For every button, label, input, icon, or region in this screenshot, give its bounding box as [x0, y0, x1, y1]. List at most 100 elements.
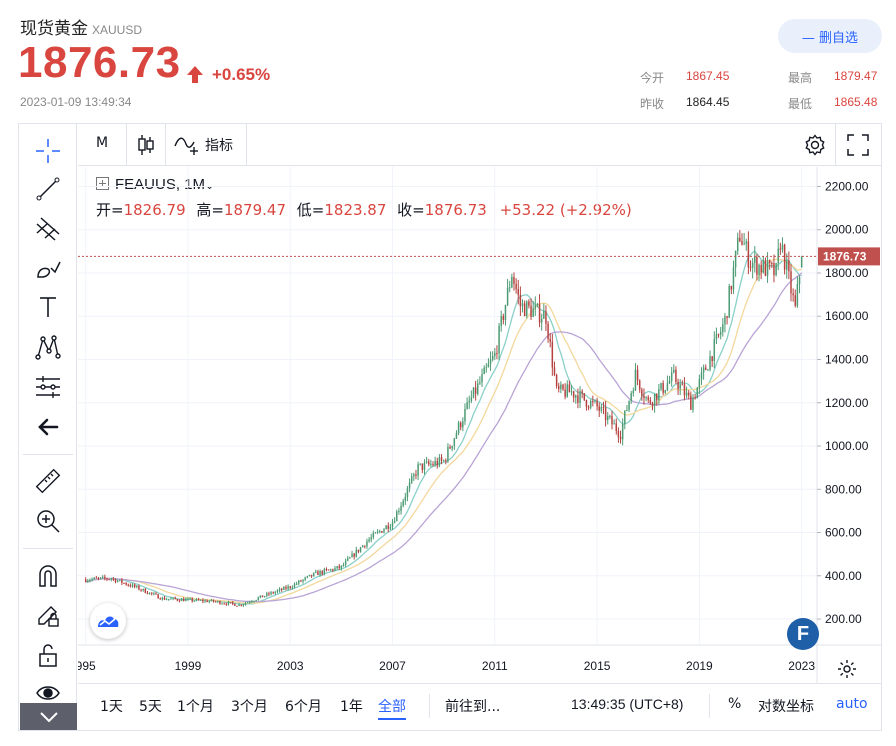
candle-body	[683, 384, 686, 396]
candle-body	[336, 566, 338, 569]
candle-body	[417, 464, 419, 476]
candle-body	[87, 580, 89, 582]
eye-icon[interactable]	[19, 676, 76, 710]
range-5d[interactable]: 5天	[139, 699, 162, 715]
candle-body	[157, 594, 159, 599]
candle-body	[410, 476, 413, 483]
candle-body	[730, 285, 733, 290]
candle-body	[594, 400, 596, 402]
candle-body	[777, 248, 779, 264]
candle-body	[709, 356, 711, 370]
back-arrow-icon[interactable]	[19, 410, 76, 444]
price-tick-label: 400.00	[825, 569, 862, 583]
price-axis[interactable]: 200.00 400.00 600.00 800.00 1000.00 1200.00 14…	[816, 167, 869, 683]
interval-selector[interactable]: M	[96, 135, 109, 151]
lock-draw-icon[interactable]	[19, 598, 76, 632]
goto-button[interactable]: 前往到...	[445, 699, 501, 715]
candle-body	[285, 586, 287, 589]
price-tick-label: 1800.00	[825, 266, 869, 280]
candle-body	[110, 578, 112, 580]
candle-body	[653, 393, 656, 406]
last-price-tag-label: 1876.73	[823, 249, 867, 263]
range-1d[interactable]: 1天	[100, 699, 123, 715]
candle-body	[715, 334, 718, 340]
ruler-icon[interactable]	[19, 464, 76, 498]
candle-body	[519, 294, 522, 307]
candle-body	[643, 395, 645, 399]
candle-body	[306, 576, 309, 578]
candle-body	[664, 390, 667, 393]
log-scale-toggle[interactable]: 对数坐标	[758, 699, 814, 715]
price-tick-label: 1400.00	[825, 352, 869, 366]
range-1m[interactable]: 1个月	[177, 699, 214, 715]
candle-body	[690, 395, 692, 410]
fib-icon[interactable]	[19, 212, 76, 246]
candle-body	[191, 598, 193, 602]
candle-body	[438, 457, 441, 466]
candle-body	[564, 389, 566, 397]
settings-gear-icon[interactable]	[804, 134, 826, 156]
candle-body	[123, 582, 125, 584]
text-icon[interactable]	[19, 290, 76, 324]
candle-body	[717, 334, 720, 336]
trend-line-icon[interactable]	[19, 172, 76, 206]
magnet-icon[interactable]	[19, 558, 76, 592]
clock[interactable]: 13:49:35 (UTC+8)	[571, 696, 684, 712]
candle-body	[389, 526, 392, 529]
candle-body	[131, 584, 134, 587]
candle-body	[543, 311, 545, 319]
candle-body	[506, 287, 509, 306]
chart-top-toolbar: M 指标	[78, 124, 881, 166]
candle-body	[666, 383, 669, 391]
collapse-icon[interactable]	[20, 703, 77, 730]
price-tick-label: 2200.00	[825, 179, 869, 193]
brush-icon[interactable]	[19, 252, 76, 286]
range-6m[interactable]: 6个月	[285, 699, 322, 715]
indicators-icon[interactable]	[174, 134, 200, 156]
candle-body	[743, 243, 745, 245]
candle-body	[500, 316, 502, 326]
candle-body	[95, 577, 98, 579]
range-all[interactable]: 全部	[378, 696, 406, 720]
unlock-icon[interactable]	[19, 638, 76, 672]
tradingview-logo-icon[interactable]	[90, 603, 126, 639]
legend-high: 1879.47	[223, 201, 286, 219]
legend-open: 1826.79	[123, 201, 186, 219]
candles-icon[interactable]	[136, 134, 156, 156]
range-1y[interactable]: 1年	[340, 699, 363, 715]
fullscreen-icon[interactable]	[847, 134, 869, 156]
candle-body	[719, 331, 722, 335]
candle-body	[327, 569, 330, 571]
pattern-icon[interactable]	[19, 330, 76, 364]
divider	[165, 124, 166, 165]
candle-body	[295, 583, 298, 585]
candle-body	[756, 256, 758, 275]
candle-body	[430, 463, 432, 465]
candle-body	[357, 549, 360, 552]
candle-body	[212, 599, 215, 602]
candle-body	[698, 379, 701, 388]
candle-body	[451, 445, 453, 449]
crosshair-icon[interactable]	[19, 134, 76, 168]
candle-body	[108, 579, 110, 581]
time-axis[interactable]: 995 1999 2003 2007 2011 2015 2019 2023	[78, 644, 881, 673]
measure-lines-icon[interactable]	[19, 370, 76, 404]
candle-body	[641, 389, 643, 396]
candle-body	[127, 584, 130, 586]
candle-body	[511, 276, 513, 288]
candle-body	[396, 511, 398, 522]
range-3m[interactable]: 3个月	[231, 699, 268, 715]
price-tick-label: 1000.00	[825, 439, 869, 453]
candle-body	[404, 496, 407, 501]
time-tick-label: 1999	[175, 659, 202, 673]
auto-scale-toggle[interactable]: auto	[836, 696, 868, 712]
axis-settings-icon[interactable]	[837, 659, 857, 679]
candle-body	[263, 596, 266, 598]
zoom-in-icon[interactable]	[19, 504, 76, 538]
price-chart[interactable]: 1876.73 200.00 400.00 600.00 800.00 1000.00 1…	[78, 167, 881, 683]
indicators-button[interactable]: 指标	[205, 138, 233, 154]
candle-body	[187, 598, 189, 600]
remove-favorite-button[interactable]: — 删自选	[778, 19, 882, 53]
candle-body	[638, 380, 641, 390]
percent-toggle[interactable]: %	[728, 696, 742, 712]
